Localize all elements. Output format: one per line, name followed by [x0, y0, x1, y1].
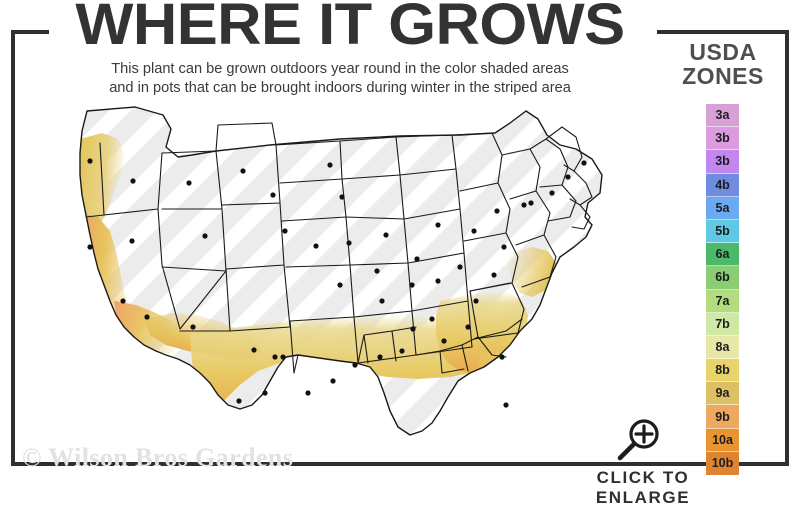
zone-swatch-label: 7a: [715, 293, 730, 308]
zone-swatch-3b-1: 3b: [706, 127, 739, 151]
zone-swatch-label: 5a: [715, 200, 730, 215]
frame-left-edge: [11, 30, 15, 466]
zone-swatch-5b-5: 5b: [706, 219, 739, 244]
zone-swatch-label: 6b: [715, 270, 730, 285]
zone-swatch-label: 8a: [715, 339, 730, 354]
legend-heading-line-2: ZONES: [682, 63, 764, 89]
zone-swatch-label: 8b: [715, 363, 730, 378]
zone-swatch-label: 3a: [715, 108, 730, 123]
zone-swatch-8b-11: 8b: [706, 359, 739, 383]
zone-swatch-3b-2: 3b: [706, 150, 739, 174]
zone-swatch-4b-3: 4b: [706, 173, 739, 197]
usda-zone-legend: 3a 3b 3b 4b 5a 5b 6a 6b 7a 7b 8a 8b 9a 9b 10a 10b: [706, 104, 739, 475]
zone-swatch-10a-14: 10a: [706, 428, 739, 452]
frame-bottom-edge: [11, 462, 789, 466]
map-graphic: [79, 106, 603, 436]
frame-top-left-stub: [11, 30, 49, 34]
zone-swatch-6b-7: 6b: [706, 266, 739, 290]
map-striped-region: [80, 107, 602, 435]
frame-right-edge: [785, 30, 789, 466]
zone-swatch-label: 4b: [715, 177, 730, 192]
usda-hardiness-map[interactable]: [40, 105, 650, 445]
zone-swatch-label: 5b: [715, 224, 730, 239]
zone-swatch-10b-15: 10b: [706, 451, 739, 475]
zone-swatch-label: 3b: [715, 131, 730, 146]
zone-swatch-9b-13: 9b: [706, 405, 739, 429]
zone-swatch-label: 9b: [715, 409, 730, 424]
page-title: WHERE IT GROWS: [75, 0, 625, 57]
zone-swatch-6a-6: 6a: [706, 243, 739, 267]
zone-swatch-3a-0: 3a: [706, 104, 739, 128]
zone-swatch-8a-10: 8a: [706, 335, 739, 360]
map-state-boundaries: [79, 106, 603, 436]
frame-top-right-stub: [657, 30, 789, 34]
zone-swatch-7a-8: 7a: [706, 289, 739, 313]
map-city-markers: [87, 158, 587, 408]
zone-swatch-label: 6a: [715, 247, 730, 262]
zone-swatch-5a-4: 5a: [706, 196, 739, 220]
zone-swatch-9a-12: 9a: [706, 382, 739, 406]
subtitle-line-1: This plant can be grown outdoors year ro…: [111, 61, 569, 77]
zone-swatch-label: 10b: [711, 456, 734, 471]
copyright-watermark: © Wilson Bros Gardens: [22, 443, 294, 472]
legend-heading: USDA ZONES: [660, 40, 786, 88]
subtitle: This plant can be grown outdoors year ro…: [30, 60, 650, 98]
zone-swatch-label: 9a: [715, 386, 730, 401]
zone-swatch-7b-9: 7b: [706, 312, 739, 336]
zone-swatch-label: 10a: [712, 432, 733, 447]
click-to-enlarge-label[interactable]: CLICK TO ENLARGE: [595, 468, 691, 507]
legend-heading-line-1: USDA: [689, 39, 757, 65]
zone-swatch-label: 3b: [715, 154, 730, 169]
subtitle-line-2: and in pots that can be brought indoors …: [109, 80, 571, 96]
magnifier-plus-icon[interactable]: [614, 417, 662, 463]
zone-swatch-label: 7b: [715, 316, 730, 331]
